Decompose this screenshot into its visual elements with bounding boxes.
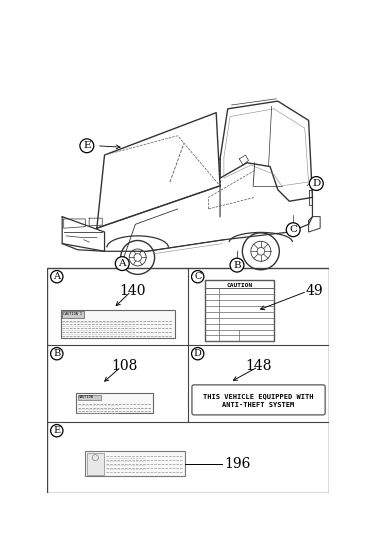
Circle shape <box>309 177 323 191</box>
Text: 196: 196 <box>224 457 250 471</box>
Circle shape <box>115 257 129 270</box>
Text: ANTI-THEFT SYSTEM: ANTI-THEFT SYSTEM <box>222 402 295 408</box>
Circle shape <box>51 347 63 360</box>
Text: A: A <box>119 259 126 268</box>
Text: B: B <box>53 349 61 358</box>
Circle shape <box>51 424 63 437</box>
Text: C: C <box>194 272 201 281</box>
Text: THIS VEHICLE EQUIPPED WITH: THIS VEHICLE EQUIPPED WITH <box>203 393 314 399</box>
Text: E: E <box>83 141 91 150</box>
Bar <box>77 394 101 400</box>
Bar <box>62 311 84 317</box>
FancyBboxPatch shape <box>192 385 325 415</box>
Bar <box>205 280 274 341</box>
Text: B: B <box>233 260 241 270</box>
Circle shape <box>192 270 204 283</box>
Text: CAUTION I: CAUTION I <box>63 312 82 316</box>
Bar <box>47 268 330 493</box>
Text: C: C <box>289 225 297 234</box>
Text: CAUTION: CAUTION <box>226 283 252 288</box>
Text: D: D <box>312 179 320 188</box>
Bar <box>61 310 175 337</box>
Text: E: E <box>53 426 60 435</box>
Bar <box>85 452 185 476</box>
Bar <box>87 453 104 475</box>
Circle shape <box>51 270 63 283</box>
Text: CAUTION: CAUTION <box>79 395 93 399</box>
Text: A: A <box>53 272 60 281</box>
Bar <box>76 393 153 413</box>
Text: 140: 140 <box>119 284 146 297</box>
Circle shape <box>80 139 94 153</box>
Text: 49: 49 <box>306 284 324 297</box>
Circle shape <box>192 347 204 360</box>
Text: 108: 108 <box>112 359 138 373</box>
Text: 148: 148 <box>245 359 272 373</box>
Circle shape <box>230 258 244 272</box>
Circle shape <box>286 223 300 237</box>
Text: D: D <box>194 349 201 358</box>
